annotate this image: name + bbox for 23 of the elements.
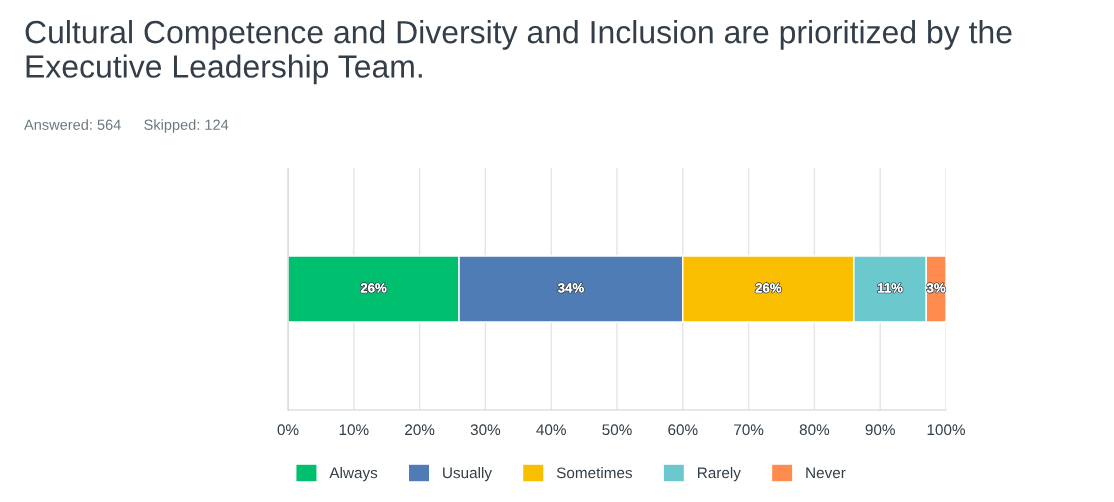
x-tick-label: 60% <box>668 424 698 436</box>
data-label: 11% <box>878 283 903 293</box>
x-tick-label: 70% <box>734 424 764 436</box>
legend-label: Never <box>806 467 846 479</box>
legend-label: Sometimes <box>556 467 633 479</box>
x-tick-label: 20% <box>405 424 435 436</box>
chart-title: Cultural Competence and Diversity and Inclusion are prioritized by the Executive Leadership Team. <box>25 20 1012 85</box>
x-tick-label: 40% <box>536 424 566 436</box>
x-tick-label: 80% <box>799 424 830 436</box>
x-tick-label: 50% <box>602 424 632 436</box>
text: Answered: 564 <box>24 119 121 130</box>
text: Skipped: 124 <box>144 119 229 133</box>
data-label: 26% <box>360 283 387 293</box>
x-tick-label: 90% <box>865 424 895 436</box>
x-tick-label: 10% <box>339 424 369 436</box>
x-tick-label: 30% <box>470 424 501 436</box>
legend-label: Always <box>329 467 378 482</box>
legend-label: Rarely <box>698 467 741 482</box>
x-tick-label: 100% <box>927 424 965 436</box>
x-tick-label: 0% <box>277 424 299 436</box>
data-label: 26% <box>755 283 782 293</box>
legend-label: Usually <box>443 467 492 482</box>
data-label: 34% <box>558 283 584 293</box>
